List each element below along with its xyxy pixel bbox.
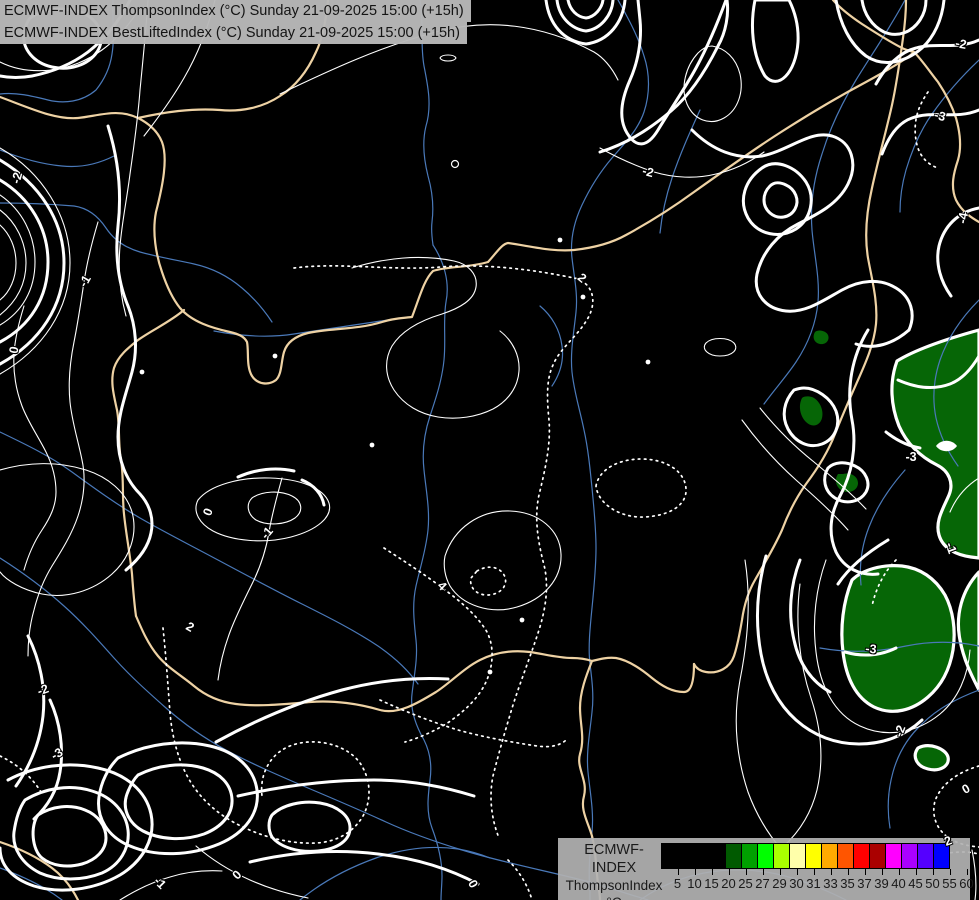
index-fill-areas — [799, 328, 979, 772]
legend-subtitle: ThompsonIndex — [565, 878, 663, 893]
legend-tick-value: 10 — [687, 876, 702, 891]
contour-value-label: -2 — [954, 36, 968, 52]
legend-color-cell — [885, 843, 902, 869]
legend-color-cell — [789, 843, 806, 869]
legend-tick-value: 35 — [840, 876, 855, 891]
legend-tick-mark — [915, 869, 917, 875]
legend-text-block: ECMWF-INDEX ThompsonIndex °C — [564, 841, 664, 900]
legend-tick-mark — [864, 869, 866, 875]
legend-tick-labels: 5 10 15 20 25 27 29 30 31 33 35 37 39 40 45 50 55 60 — [661, 869, 974, 897]
legend-tick-value: 39 — [874, 876, 889, 891]
legend-tick-value: 27 — [755, 876, 770, 891]
legend-tick-value: 25 — [738, 876, 753, 891]
contour-value-label: -3 — [905, 450, 917, 464]
legend-color-cell — [869, 843, 886, 869]
legend-color-cell — [933, 843, 950, 869]
legend-tick-value: 15 — [704, 876, 719, 891]
legend-unit: °C — [564, 894, 664, 900]
legend-tick-value: 37 — [857, 876, 872, 891]
legend-title: ECMWF-INDEX — [584, 842, 644, 876]
legend-color-cell — [821, 843, 838, 869]
legend-tick-mark — [847, 869, 849, 875]
legend-tick-value: 55 — [942, 876, 957, 891]
legend-tick-mark — [796, 869, 798, 875]
legend-tick-mark — [966, 869, 968, 875]
small-contour-marks — [139, 159, 957, 675]
legend-tick-mark — [813, 869, 815, 875]
legend-tick-mark — [711, 869, 713, 875]
legend-color-cell — [757, 843, 774, 869]
legend-color-cell — [661, 843, 678, 869]
legend-color-cell — [741, 843, 758, 869]
legend-color-cell — [837, 843, 854, 869]
legend-tick-mark — [762, 869, 764, 875]
legend-color-cell — [917, 843, 934, 869]
contour-value-label: -4 — [955, 211, 971, 225]
legend-color-cell — [901, 843, 918, 869]
legend-tick-mark — [898, 869, 900, 875]
legend-tick-mark — [779, 869, 781, 875]
legend-tick-mark — [694, 869, 696, 875]
legend-tick-mark — [830, 869, 832, 875]
legend-color-cell — [709, 843, 726, 869]
legend-tick-value: 30 — [789, 876, 804, 891]
legend-tick-mark — [932, 869, 934, 875]
legend-tick-value: 5 — [673, 876, 682, 891]
legend-color-cell — [677, 843, 694, 869]
legend-color-cell — [693, 843, 710, 869]
legend-tick-value: 50 — [925, 876, 940, 891]
dotted-contour-lines — [0, 91, 979, 900]
legend-tick-mark — [881, 869, 883, 875]
contour-value-label: -3 — [864, 641, 878, 657]
legend-tick-value: 60 — [959, 876, 974, 891]
legend-tick-mark — [677, 869, 679, 875]
map-title-best-lifted-index: ECMWF-INDEX BestLiftedIndex (°C) Sunday … — [0, 22, 467, 44]
legend-color-cell — [853, 843, 870, 869]
legend-color-cell — [805, 843, 822, 869]
map-title-thompson-index: ECMWF-INDEX ThompsonIndex (°C) Sunday 21… — [0, 0, 471, 22]
legend-colorbar — [661, 843, 950, 869]
legend-tick-value: 45 — [908, 876, 923, 891]
legend-tick-value: 20 — [721, 876, 736, 891]
legend-tick-value: 29 — [772, 876, 787, 891]
legend-tick-mark — [745, 869, 747, 875]
legend-tick-mark — [728, 869, 730, 875]
legend-tick-value: 33 — [823, 876, 838, 891]
legend-tick-value: 31 — [806, 876, 821, 891]
legend-tick-value: 40 — [891, 876, 906, 891]
legend-color-cell — [773, 843, 790, 869]
legend-tick-mark — [949, 869, 951, 875]
legend: ECMWF-INDEX ThompsonIndex °C 5 1015202527… — [558, 838, 974, 900]
legend-color-cell — [725, 843, 742, 869]
